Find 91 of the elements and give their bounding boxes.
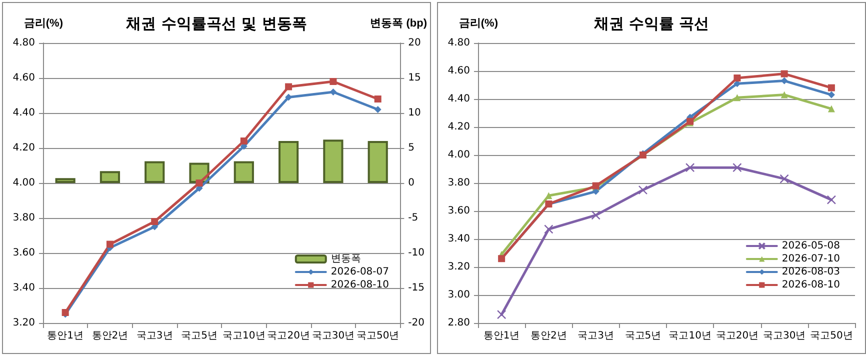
legend-label: 2026-08-10 [330,280,390,290]
legend-label: 2026-07-10 [782,254,840,264]
point [496,310,506,320]
x-tick-label: 국고30년 [312,330,355,342]
point [780,91,788,98]
x-tick-label: 국고3년 [136,330,173,342]
x-tick-label: 통안2년 [530,330,567,342]
y-tick-label: 4.20 [12,142,35,154]
x-tick-label: 국고20년 [716,330,759,342]
chart-title: 채권 수익률곡선 및 변동폭 [125,14,307,32]
x-tick-label: 국고5년 [624,330,662,342]
point [544,224,554,234]
point [780,77,788,84]
y-tick-label: 4.60 [12,72,35,84]
x-tick-label: 국고50년 [810,330,853,342]
y-tick-label: 4.60 [448,66,470,76]
y-tick-label: 4.00 [12,178,35,188]
point [374,106,382,113]
x-tick-label: 국고50년 [356,330,400,342]
point [732,163,742,172]
point [285,83,292,90]
bar [368,141,388,183]
y2-tick-label: -10 [408,248,425,258]
point [828,105,835,112]
bar [234,161,254,183]
x-tick-label: 국고10년 [668,330,712,342]
chart-title: 채권 수익률 곡선 [592,14,710,32]
y2-tick-label: -5 [408,212,418,224]
x-tick-label: 통안1년 [483,330,520,342]
y2-tick-label: 15 [408,72,421,84]
point [685,163,695,172]
y-tick-label: 3.20 [12,318,35,328]
y-tick-label: 4.80 [448,38,470,48]
point [196,180,203,186]
y2-axis-title: 변동폭 (bp) [370,18,428,30]
bar [144,161,165,183]
bar [55,178,76,183]
x-tick-label: 국고3년 [578,330,614,342]
point [780,174,789,184]
y2-tick-label: 0 [408,178,415,188]
point [330,88,337,96]
y-tick-label: 4.00 [448,150,470,160]
point [826,195,836,204]
point [828,91,835,98]
bar [323,140,344,183]
y-tick-label: 3.80 [12,212,35,224]
y-tick-label: 3.40 [12,282,35,294]
legend-label: 2026-08-07 [330,266,390,278]
y-axis-title: 금리(%) [24,18,64,30]
y2-tick-label: 10 [408,108,421,118]
legend-label: 2026-08-10 [782,280,840,290]
x-tick-label: 국고30년 [762,330,806,342]
y-tick-label: 4.40 [12,108,35,118]
y-axis-title: 금리(%) [458,18,498,30]
y-tick-label: 3.00 [448,290,470,300]
bar [278,141,299,183]
y2-tick-label: -15 [408,282,425,294]
y-tick-label: 3.60 [12,248,35,258]
point [545,192,552,200]
point [828,84,835,92]
legend-label: 2026-05-08 [782,240,840,252]
y-tick-label: 4.40 [448,94,470,104]
point [374,96,382,102]
point [780,70,788,78]
y-tick-label: 4.80 [12,38,35,48]
point [330,78,337,85]
y-tick-label: 3.80 [448,178,470,188]
x-tick-label: 국고20년 [267,330,310,342]
point [285,94,292,101]
legend-label: 2026-08-03 [782,266,840,278]
x-tick-label: 통안1년 [47,330,84,342]
y2-tick-label: -20 [408,318,425,328]
y2-tick-label: 20 [408,38,421,48]
point [240,138,248,144]
x-tick-label: 국고10년 [222,330,266,342]
point [734,94,741,102]
y-tick-label: 3.20 [448,262,470,272]
y-tick-label: 3.40 [448,234,470,244]
point [638,185,648,195]
y-tick-label: 4.20 [448,122,470,132]
point [106,240,114,248]
y2-tick-label: 5 [408,142,415,154]
point [151,218,158,225]
point [591,210,600,220]
x-tick-label: 국고5년 [181,330,218,342]
bar [100,171,120,183]
x-tick-label: 통안2년 [92,330,128,342]
y-tick-label: 3.60 [448,206,470,216]
y-tick-label: 2.80 [448,318,470,328]
legend-label: 변동폭 [330,254,361,264]
point [734,74,741,82]
